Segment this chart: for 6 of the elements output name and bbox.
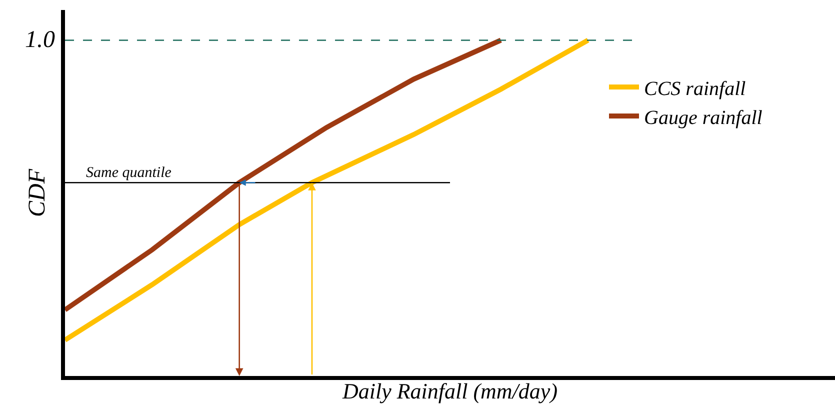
legend-label: Gauge rainfall bbox=[644, 106, 763, 129]
ref-line-label: Same quantile bbox=[86, 165, 172, 181]
legend-label: CCS rainfall bbox=[644, 78, 746, 100]
y-axis-title: CDF bbox=[24, 168, 51, 217]
ref-line-label: 1.0 bbox=[25, 27, 55, 53]
x-axis-title: Daily Rainfall (mm/day) bbox=[341, 378, 558, 404]
